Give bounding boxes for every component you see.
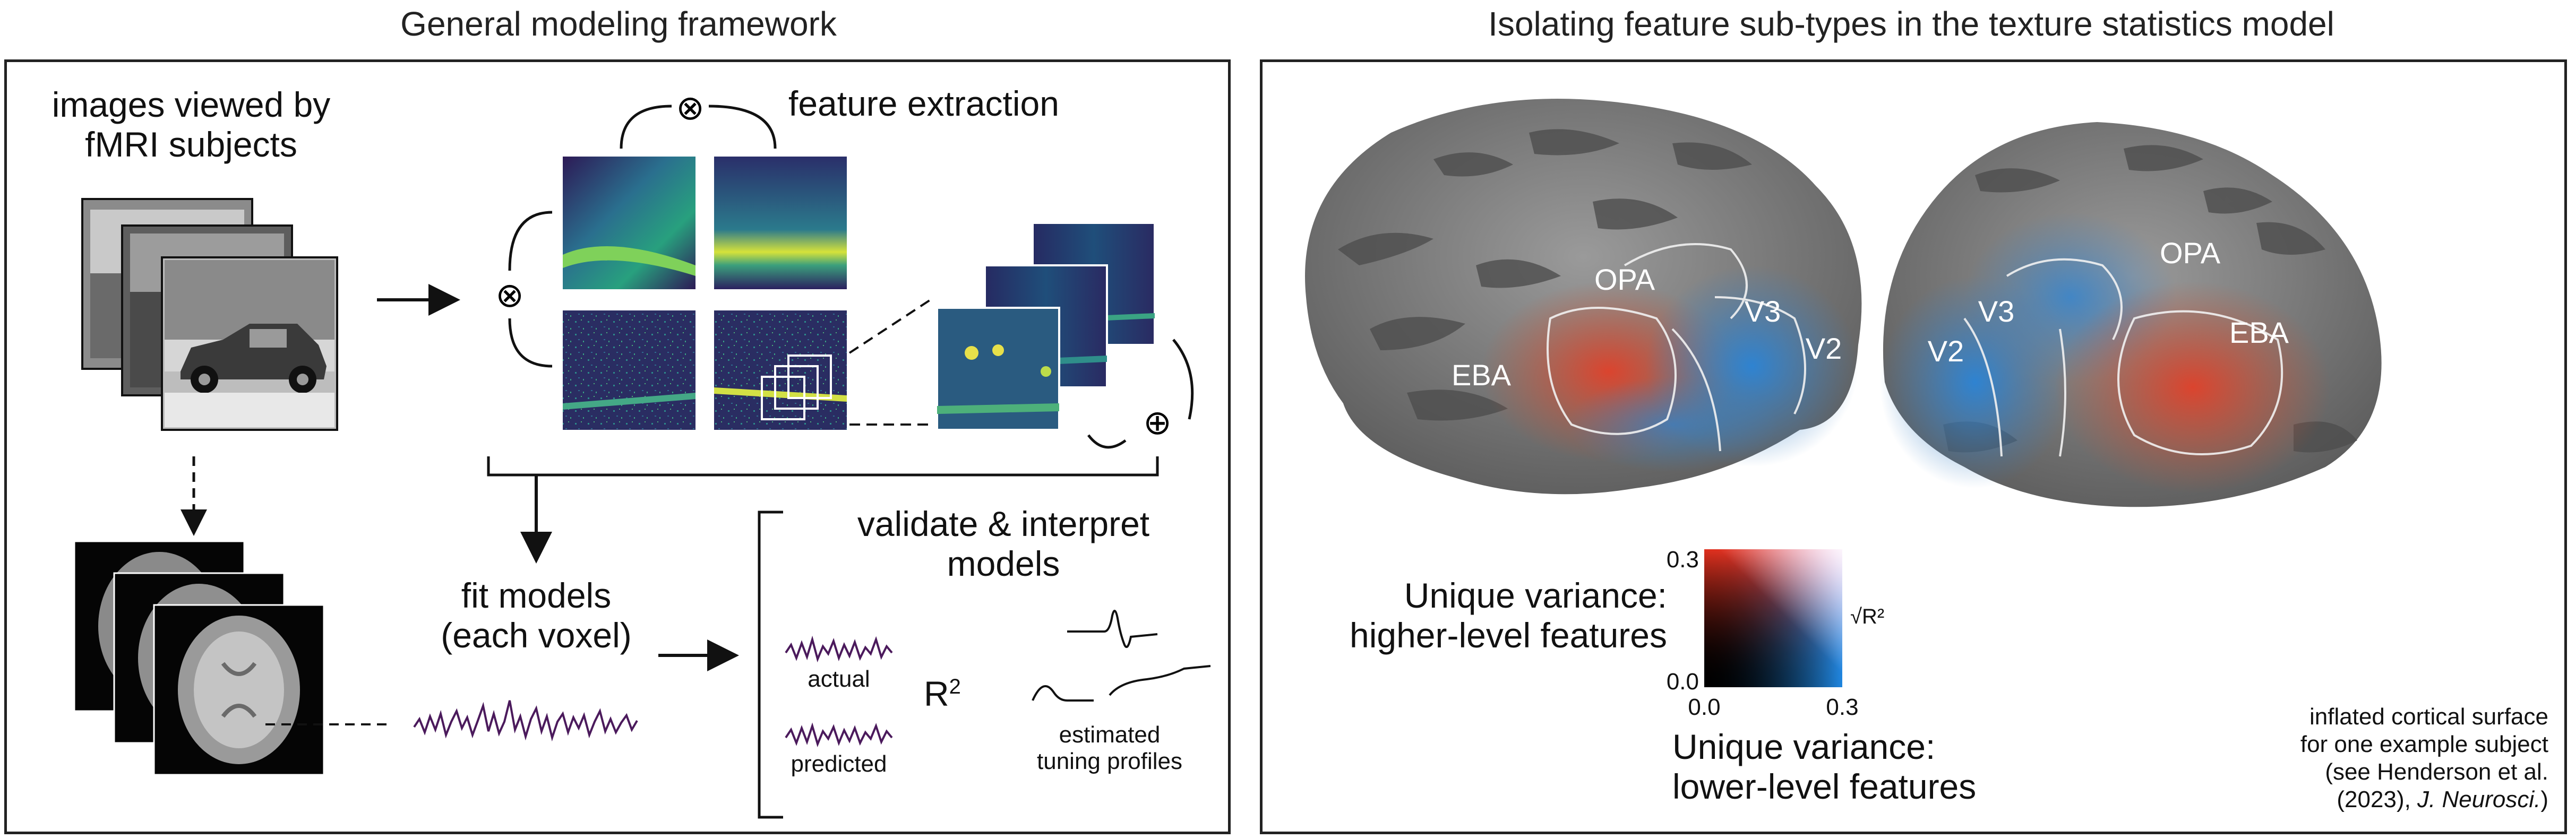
validate-line2: models <box>947 543 1060 583</box>
caption-close-paren: ) <box>2540 786 2548 812</box>
features-bracket <box>487 456 1159 477</box>
actual-timeseries <box>785 635 893 663</box>
caption-year: (2023), <box>2337 786 2418 812</box>
cbar-y-min-label: 0.0 <box>1666 669 1699 695</box>
add-symbol: ⊕ <box>1143 403 1172 442</box>
x-axis-label: Unique variance: lower-level features <box>1672 727 2044 806</box>
feature-map-grid <box>563 157 1156 431</box>
stimulus-image-stack <box>81 198 338 431</box>
actual-label: actual <box>808 666 870 692</box>
left-hemisphere <box>1305 99 1862 495</box>
fit-models-line2: (each voxel) <box>441 615 632 655</box>
voxel-timeseries <box>413 700 638 742</box>
cbar-x-max-label: 0.3 <box>1826 694 1859 720</box>
images-label-line2: fMRI subjects <box>85 124 297 164</box>
validate-label: validate & interpret models <box>807 504 1200 583</box>
y-axis-label: Unique variance: higher-level features <box>1295 576 1667 655</box>
roi-label-v2-left: V2 <box>1805 332 1842 365</box>
multiply-symbol-left: ⊗ <box>495 276 524 314</box>
roi-label-v3-left: V3 <box>1744 295 1781 328</box>
caption-line4: (2023), J. Neurosci.) <box>2124 786 2548 814</box>
right-panel-title: Isolating feature sub-types in the textu… <box>1488 5 2334 43</box>
multiply-connectors <box>508 105 1194 449</box>
predicted-label: predicted <box>791 751 887 777</box>
tuning-label: estimated tuning profiles <box>998 722 1221 774</box>
multiply-symbol-top: ⊗ <box>676 89 705 127</box>
x-axis-line2: lower-level features <box>1672 766 1977 806</box>
x-axis-line1: Unique variance: <box>1672 727 1936 766</box>
caption-journal: J. Neurosci. <box>2417 786 2541 812</box>
y-axis-line1: Unique variance: <box>1404 576 1667 615</box>
images-label: images viewed by fMRI subjects <box>42 85 340 164</box>
color-bar-2d <box>1704 549 1842 687</box>
images-label-line1: images viewed by <box>51 85 331 124</box>
r-squared-base: R <box>924 674 949 713</box>
tuning-line1: estimated <box>1059 722 1161 748</box>
cbar-x-min-label: 0.0 <box>1688 694 1721 720</box>
roi-label-eba-left: EBA <box>1451 358 1512 392</box>
tuning-profile-curves <box>1032 610 1211 702</box>
y-axis-line2: higher-level features <box>1350 615 1667 655</box>
roi-label-eba-right: EBA <box>2229 316 2289 349</box>
feature-extraction-label: feature extraction <box>788 84 1059 123</box>
caption-line2: for one example subject <box>2300 731 2548 757</box>
cbar-unit-label: √R² <box>1850 605 1885 628</box>
tuning-line2: tuning profiles <box>1037 748 1182 774</box>
validate-line1: validate & interpret <box>857 504 1150 543</box>
fit-models-label: fit models (each voxel) <box>403 576 669 655</box>
predicted-timeseries <box>785 722 893 747</box>
r-squared-sup: 2 <box>949 675 961 698</box>
cbar-y-max-label: 0.3 <box>1666 547 1699 573</box>
right-hemisphere <box>1879 122 2382 507</box>
roi-label-v2-right: V2 <box>1927 334 1964 368</box>
left-panel-title: General modeling framework <box>400 5 837 43</box>
r-squared-label: R2 <box>924 674 988 714</box>
fmri-slice-stack <box>73 540 325 776</box>
roi-label-opa-right: OPA <box>2159 236 2221 270</box>
caption-line3: (see Henderson et al. <box>2325 758 2548 785</box>
roi-label-v3-right: V3 <box>1978 295 2015 328</box>
fit-models-line1: fit models <box>461 576 612 615</box>
roi-label-opa-left: OPA <box>1594 263 1655 296</box>
validate-bracket <box>758 511 783 819</box>
figure-caption: inflated cortical surface for one exampl… <box>2124 703 2548 814</box>
caption-line1: inflated cortical surface <box>2309 704 2548 730</box>
